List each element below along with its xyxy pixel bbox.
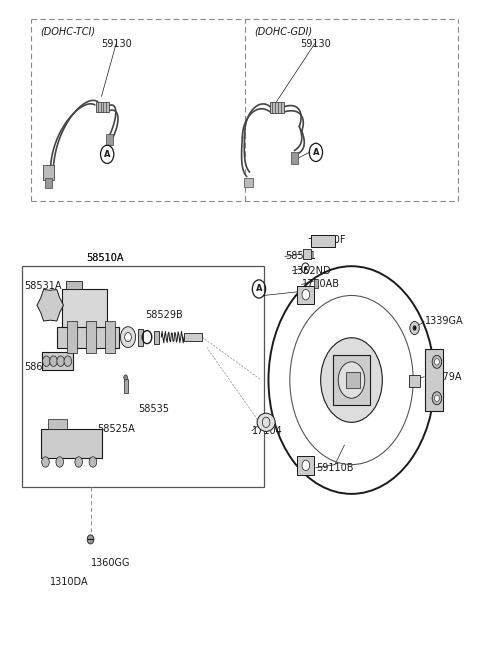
Text: 58581: 58581	[285, 251, 316, 262]
Bar	[154, 331, 159, 344]
Text: 58525A: 58525A	[97, 424, 135, 434]
Polygon shape	[37, 289, 63, 321]
Text: (DOHC-GDI): (DOHC-GDI)	[254, 27, 312, 37]
Bar	[124, 379, 128, 393]
Circle shape	[434, 359, 439, 365]
Text: 1310DA: 1310DA	[50, 577, 89, 586]
Text: 58510A: 58510A	[86, 253, 123, 263]
Bar	[311, 235, 335, 247]
Bar	[48, 419, 67, 429]
Text: 1710AB: 1710AB	[301, 279, 340, 289]
Text: 1360GG: 1360GG	[91, 558, 130, 569]
Text: 58580F: 58580F	[309, 236, 345, 245]
Bar	[409, 375, 420, 386]
Circle shape	[321, 338, 383, 422]
Text: 58531A: 58531A	[24, 281, 61, 291]
Bar	[334, 356, 370, 405]
Circle shape	[64, 356, 72, 367]
Text: 1362ND: 1362ND	[292, 266, 332, 276]
Ellipse shape	[257, 413, 275, 432]
Text: 58529B: 58529B	[145, 310, 183, 320]
Text: A: A	[256, 285, 262, 293]
Text: 59110B: 59110B	[316, 463, 353, 473]
Circle shape	[89, 457, 96, 467]
Text: A: A	[312, 148, 319, 157]
Bar	[66, 281, 82, 289]
Circle shape	[302, 461, 310, 470]
Bar	[291, 152, 298, 164]
Bar	[45, 178, 52, 188]
Circle shape	[87, 535, 94, 544]
Bar	[244, 178, 253, 187]
Circle shape	[304, 266, 307, 270]
Text: 59130: 59130	[300, 39, 331, 49]
Circle shape	[338, 362, 365, 398]
Bar	[137, 329, 143, 346]
Bar	[96, 102, 109, 112]
Circle shape	[432, 356, 442, 368]
Text: A: A	[104, 150, 110, 159]
Text: 43779A: 43779A	[425, 372, 463, 382]
Bar	[105, 321, 115, 353]
Circle shape	[432, 392, 442, 405]
Bar	[57, 327, 119, 348]
Text: (DOHC-TCI): (DOHC-TCI)	[41, 27, 96, 37]
Circle shape	[434, 395, 439, 401]
Text: 58672: 58672	[24, 362, 55, 372]
Circle shape	[125, 333, 132, 342]
Circle shape	[302, 289, 310, 300]
Bar	[346, 372, 360, 388]
Bar	[184, 333, 202, 341]
Text: 58535: 58535	[138, 404, 169, 415]
Circle shape	[75, 457, 83, 467]
Bar	[302, 249, 311, 259]
Bar	[42, 352, 72, 370]
Bar	[41, 429, 102, 458]
Circle shape	[42, 457, 49, 467]
Bar	[425, 349, 443, 411]
Bar	[313, 279, 318, 288]
Bar	[106, 134, 113, 145]
Bar	[270, 102, 284, 113]
Bar	[297, 285, 314, 304]
Circle shape	[56, 457, 63, 467]
Bar	[86, 321, 96, 353]
Bar	[43, 165, 54, 180]
Circle shape	[120, 327, 136, 348]
Bar	[62, 289, 107, 328]
Text: 1339GA: 1339GA	[425, 316, 464, 327]
Circle shape	[57, 356, 64, 367]
Bar	[297, 457, 314, 474]
Text: 59130: 59130	[101, 39, 132, 49]
Bar	[22, 266, 264, 487]
Bar	[67, 321, 77, 353]
Circle shape	[413, 325, 417, 331]
Circle shape	[410, 321, 420, 335]
Text: 17104: 17104	[252, 426, 283, 436]
Circle shape	[50, 356, 57, 367]
Text: 58510A: 58510A	[86, 253, 123, 263]
Circle shape	[124, 375, 128, 380]
Circle shape	[43, 356, 50, 367]
